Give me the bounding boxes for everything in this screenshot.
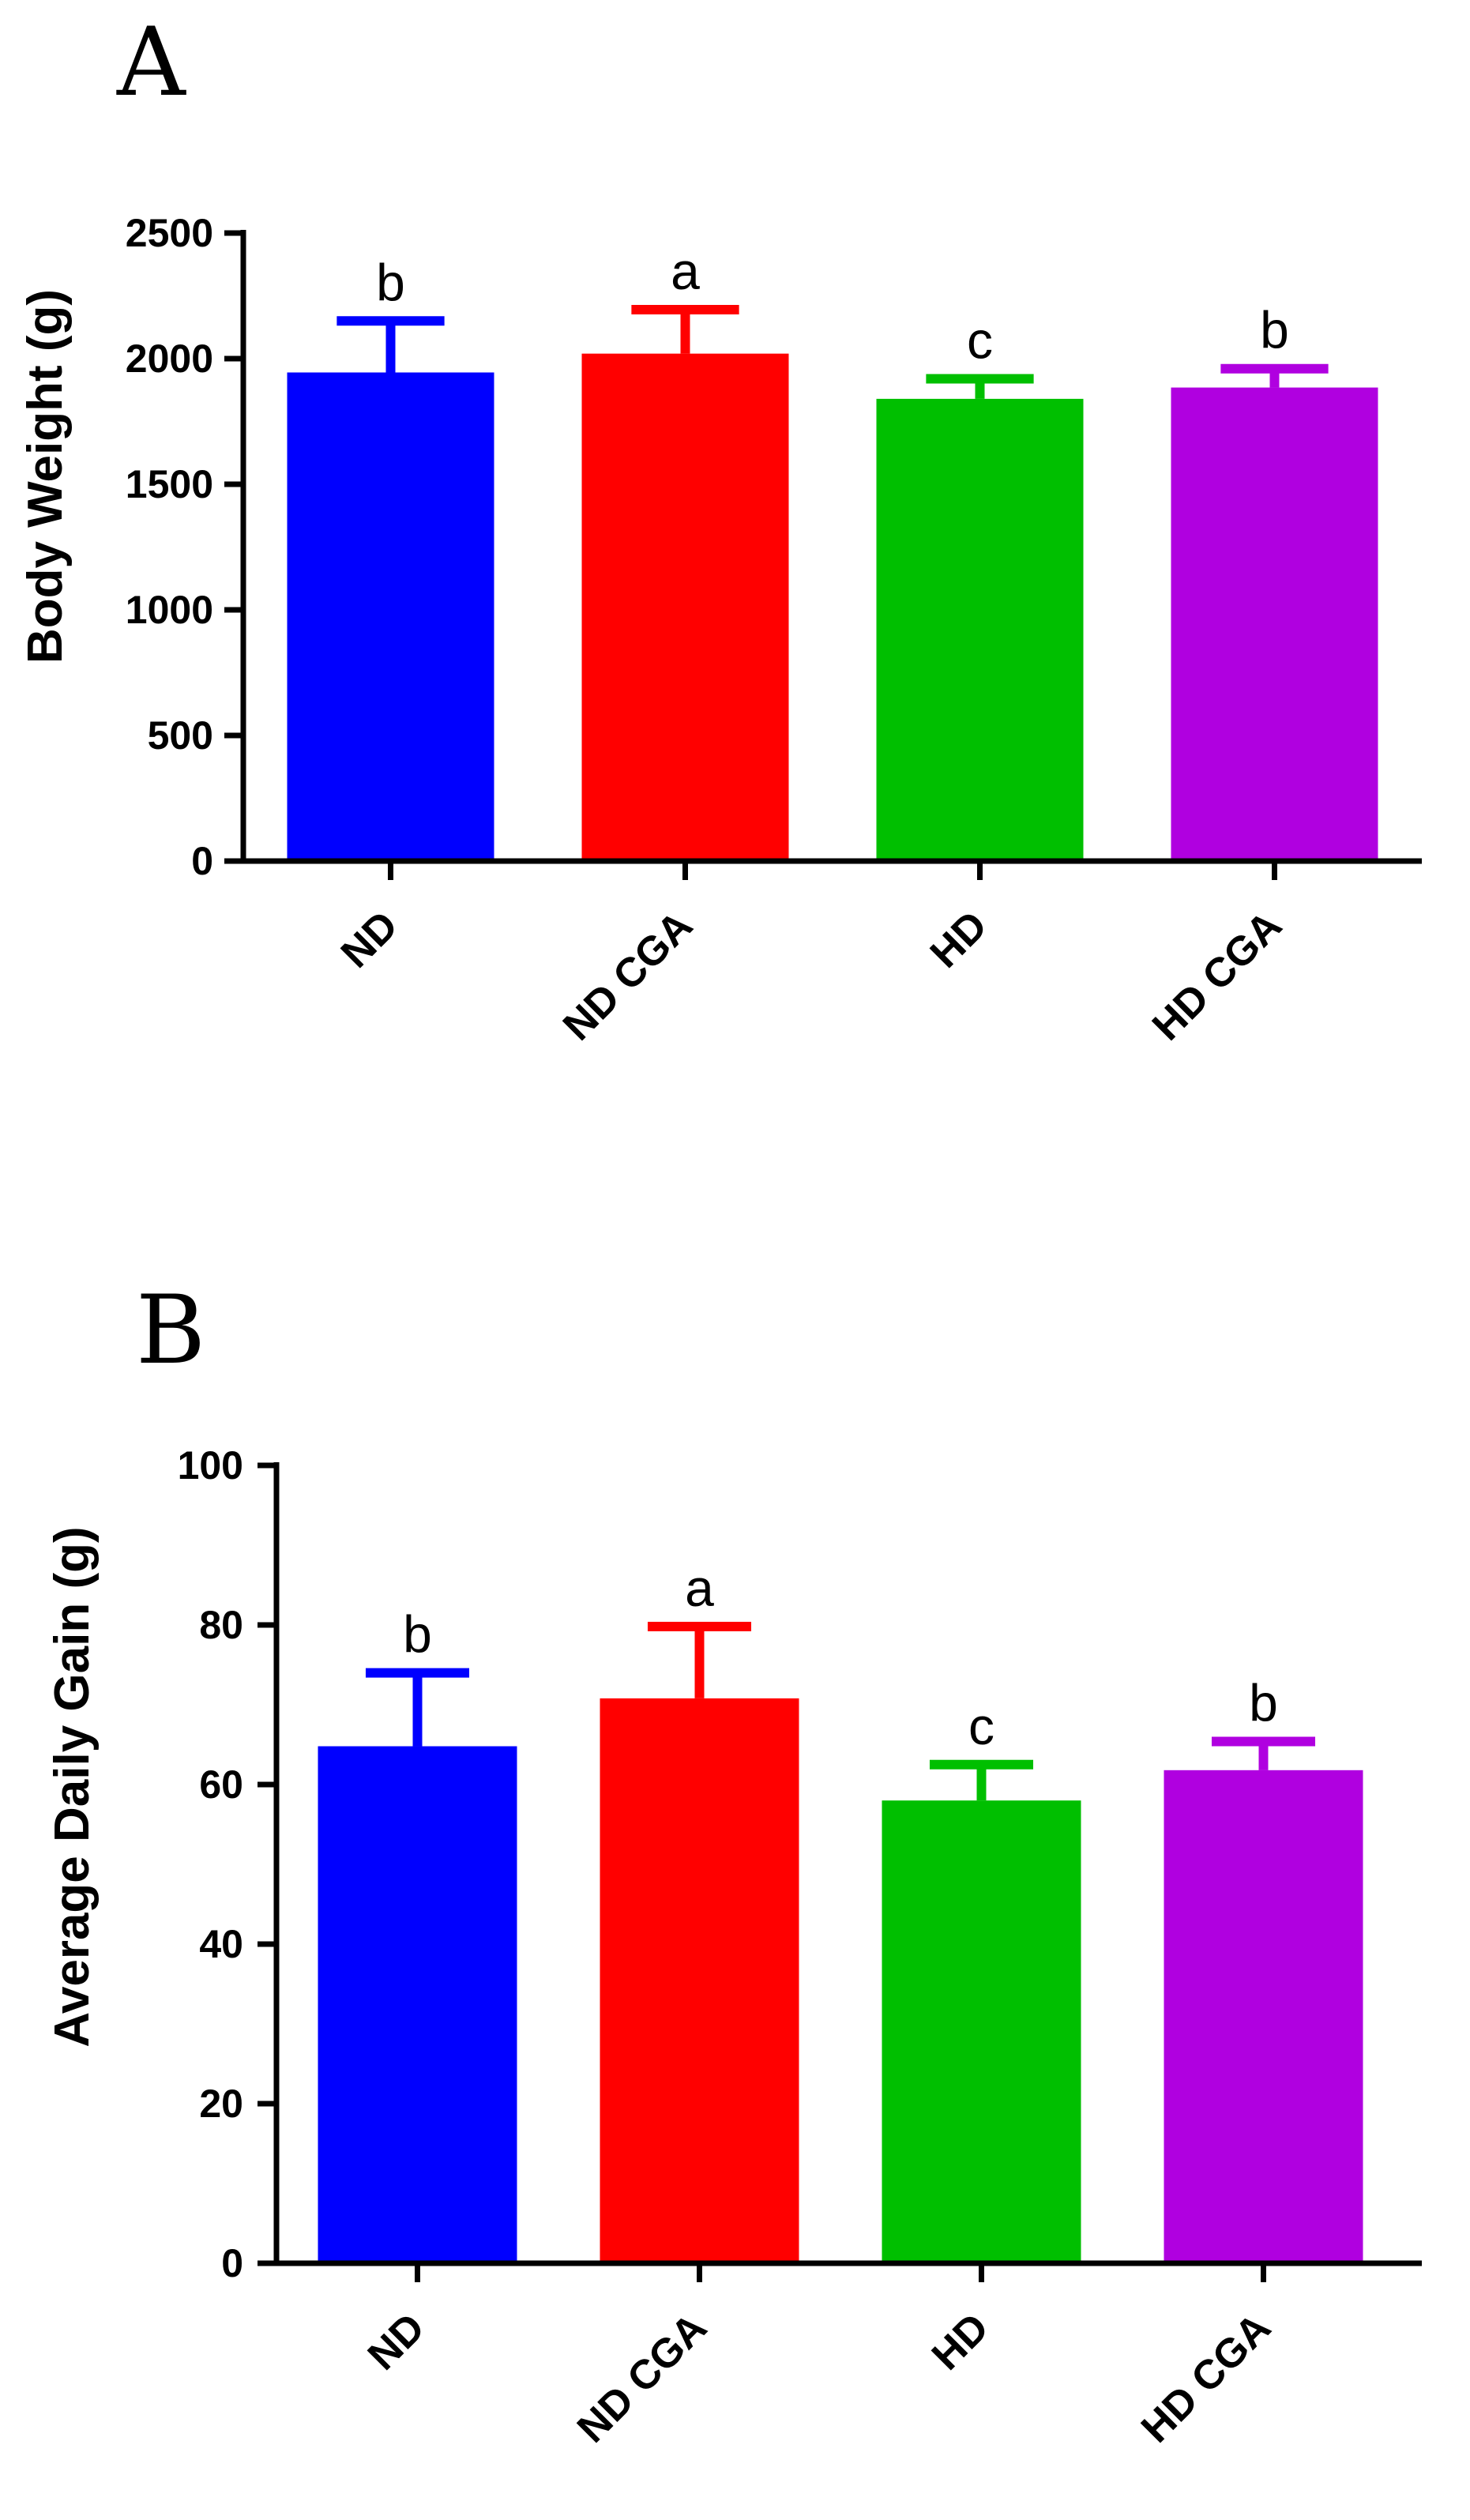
panel-a-y-tick-label: 1500 bbox=[126, 462, 213, 506]
panel-a-x-tick-label: ND CGA bbox=[555, 902, 701, 1049]
panel-b-bar bbox=[1164, 1770, 1363, 2263]
panel-b-bar bbox=[318, 1746, 517, 2263]
panel-a-axes bbox=[224, 230, 1422, 880]
panel-a-y-tick-label: 500 bbox=[148, 713, 213, 758]
panel-b-x-tick-label: HD bbox=[923, 2304, 998, 2379]
panel-a-bar bbox=[581, 353, 789, 861]
panel-a-significance-label: c bbox=[967, 310, 993, 369]
panel-b-y-tick-label: 60 bbox=[199, 1762, 243, 1807]
panel-b-axes bbox=[258, 1462, 1422, 2282]
panel-b-x-tick-label: ND CGA bbox=[569, 2304, 716, 2451]
panel-b-bar bbox=[600, 1698, 799, 2263]
panel-b-marks bbox=[318, 1622, 1363, 2263]
panel-a-error-bar bbox=[336, 316, 445, 373]
panel-a: A Body Weight (g) b ND a ND CGA c HD b HD CGA 0 5… bbox=[18, 8, 1422, 1050]
panel-a-error-bar bbox=[631, 304, 739, 354]
panel-b-x-tick-label: ND bbox=[359, 2304, 434, 2379]
panel-b-error-bar bbox=[365, 1668, 470, 1747]
panel-a-x-tick-label: HD CGA bbox=[1144, 902, 1291, 1049]
panel-b-y-tick-label: 20 bbox=[199, 2082, 243, 2126]
panel-a-bar bbox=[876, 398, 1084, 861]
panel-b-letter: B bbox=[136, 1276, 205, 1386]
panel-a-significance-label: b bbox=[1260, 301, 1289, 359]
panel-b-bar bbox=[882, 1800, 1081, 2263]
panel-b-error-bar bbox=[647, 1622, 752, 1698]
panel-a-marks bbox=[287, 304, 1378, 861]
panel-a-y-tick-label: 1000 bbox=[126, 588, 213, 632]
panel-b-significance-label: c bbox=[968, 1697, 994, 1755]
panel-a-bar bbox=[1171, 387, 1378, 861]
panel-a-y-axis-label: Body Weight (g) bbox=[18, 289, 73, 664]
panel-b-error-bar bbox=[1211, 1736, 1316, 1770]
panel-b-significance-label: a bbox=[685, 1559, 714, 1617]
panel-a-error-bar bbox=[926, 374, 1034, 399]
panel-a-significance-label: b bbox=[376, 253, 405, 311]
panel-b-y-tick-label: 40 bbox=[199, 1922, 243, 1966]
panel-a-y-tick-label: 0 bbox=[191, 839, 213, 883]
panel-a-bar bbox=[287, 372, 494, 861]
panel-b-y-tick-label: 0 bbox=[221, 2241, 243, 2285]
panel-b: B Average Daily Gain (g) b ND a ND CGA c HD b H… bbox=[45, 1276, 1422, 2452]
panel-b-x-tick-label: HD CGA bbox=[1133, 2304, 1280, 2451]
panel-a-error-bar bbox=[1220, 363, 1329, 388]
panel-b-y-axis-label: Average Daily Gain (g) bbox=[45, 1526, 100, 2047]
panel-a-significance-label: a bbox=[671, 242, 700, 300]
panel-b-significance-label: b bbox=[1249, 1673, 1278, 1732]
panel-a-x-tick-label: HD bbox=[922, 902, 996, 976]
panel-a-letter: A bbox=[116, 8, 186, 118]
panel-a-y-tick-label: 2500 bbox=[126, 211, 213, 255]
panel-a-y-tick-label: 2000 bbox=[126, 337, 213, 381]
panel-b-y-tick-label: 80 bbox=[199, 1603, 243, 1647]
panel-b-error-bar bbox=[929, 1759, 1034, 1801]
panel-b-y-tick-label: 100 bbox=[178, 1443, 243, 1488]
panel-a-x-tick-label: ND bbox=[333, 902, 407, 976]
panel-b-significance-label: b bbox=[403, 1605, 432, 1664]
